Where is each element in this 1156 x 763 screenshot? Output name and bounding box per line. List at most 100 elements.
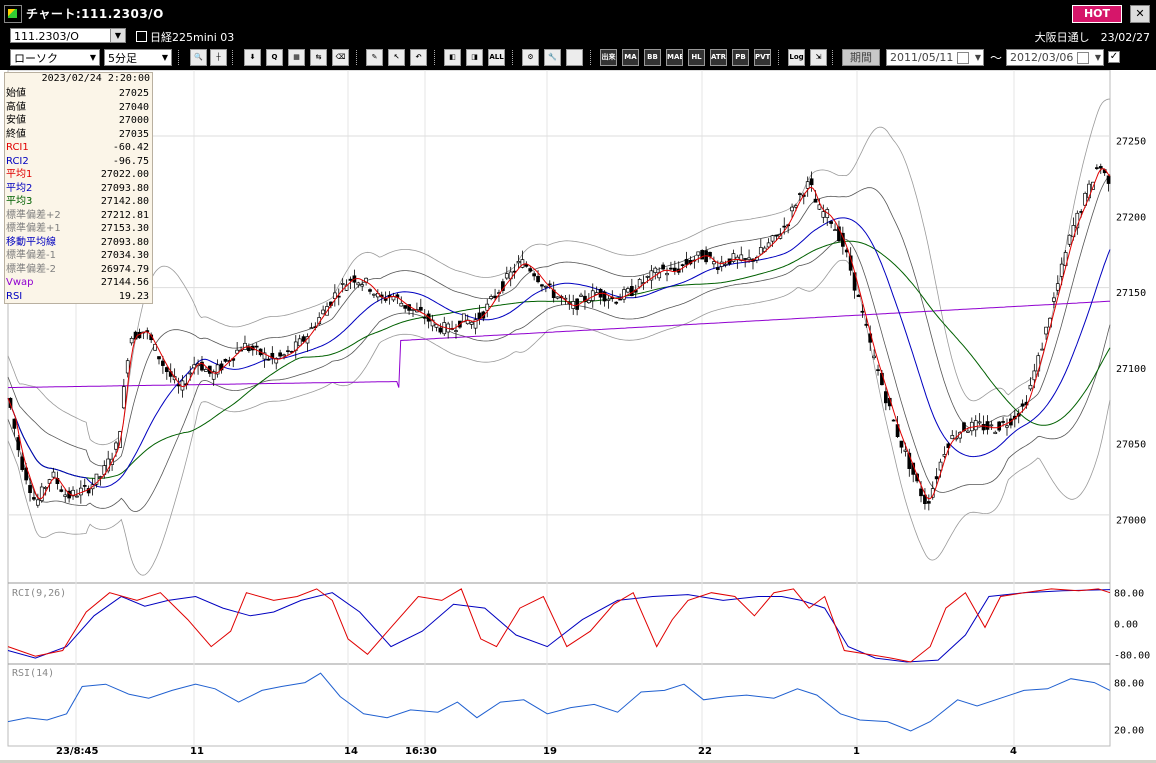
candle bbox=[223, 358, 228, 362]
rci-tick-label: 0.00 bbox=[1114, 620, 1138, 631]
grid-icon[interactable]: ┼ bbox=[210, 49, 227, 66]
chevron-down-icon[interactable]: ▼ bbox=[161, 53, 169, 62]
toolbar-separator bbox=[178, 50, 181, 65]
candle bbox=[211, 371, 216, 380]
export-icon[interactable]: ⇲ bbox=[810, 49, 827, 66]
chart-icon[interactable]: ▦ bbox=[288, 49, 305, 66]
ma1-line bbox=[7, 168, 1111, 500]
interval-select[interactable]: 5分足 ▼ bbox=[104, 49, 172, 66]
zoom-icon[interactable]: 🔍 bbox=[190, 49, 207, 66]
candle bbox=[82, 485, 87, 487]
candle bbox=[680, 264, 685, 266]
date-to-input[interactable]: 2012/03/06 ▼ bbox=[1006, 49, 1104, 66]
undo-icon[interactable]: ↶ bbox=[410, 49, 427, 66]
candle bbox=[555, 296, 560, 299]
indicator-hl[interactable]: HL bbox=[688, 49, 705, 66]
candle bbox=[422, 316, 427, 319]
candle bbox=[204, 369, 208, 372]
period-button[interactable]: 期間 bbox=[842, 49, 880, 66]
x-axis-label: 22 bbox=[698, 746, 712, 757]
info-label: 標準偏差-2 bbox=[6, 263, 56, 275]
candle bbox=[481, 311, 486, 319]
symbol-input[interactable]: 111.2303/O ▼ bbox=[10, 28, 126, 43]
candle bbox=[321, 309, 325, 315]
candle bbox=[618, 298, 622, 301]
info-value: 27022.00 bbox=[100, 169, 149, 180]
wrench-icon[interactable]: 🔧 bbox=[544, 49, 561, 66]
info-value: 27144.56 bbox=[100, 277, 149, 288]
info-row: 移動平均線 27093.80 bbox=[5, 236, 152, 249]
candle bbox=[188, 372, 193, 375]
hot-button[interactable]: HOT bbox=[1072, 5, 1122, 23]
settings-icon[interactable]: ⚙ bbox=[522, 49, 539, 66]
chevron-down-icon[interactable]: ▼ bbox=[89, 53, 97, 62]
calendar-icon[interactable] bbox=[957, 52, 969, 64]
close-button[interactable]: ✕ bbox=[1130, 5, 1150, 23]
pencil-icon[interactable]: ✎ bbox=[366, 49, 383, 66]
magnify-icon[interactable]: Q bbox=[266, 49, 283, 66]
chevron-down-icon[interactable]: ▼ bbox=[974, 53, 981, 62]
candle bbox=[891, 419, 896, 422]
candle bbox=[969, 421, 974, 432]
bollinger-band bbox=[7, 98, 1111, 446]
date-from-input[interactable]: 2011/05/11 ▼ bbox=[886, 49, 984, 66]
candle bbox=[739, 254, 744, 261]
indicator-volume[interactable]: 出来 bbox=[600, 49, 617, 66]
candle bbox=[712, 261, 716, 265]
candle-right-icon[interactable]: ◨ bbox=[466, 49, 483, 66]
chevron-down-icon[interactable]: ▼ bbox=[1094, 53, 1101, 62]
candle bbox=[489, 296, 494, 299]
toolbar-separator bbox=[512, 50, 515, 65]
candle bbox=[1106, 175, 1111, 184]
candle bbox=[340, 283, 345, 285]
candle bbox=[399, 302, 404, 307]
market-info: 大阪日通し 23/02/27 bbox=[1034, 31, 1150, 44]
cursor-icon[interactable]: ↖ bbox=[388, 49, 405, 66]
candle bbox=[86, 488, 91, 494]
candle bbox=[661, 264, 665, 270]
calendar-icon[interactable] bbox=[1077, 52, 1089, 64]
palette-icon[interactable] bbox=[566, 49, 583, 66]
candle bbox=[813, 198, 818, 203]
download-icon[interactable]: ⬇ bbox=[244, 49, 261, 66]
arrows-icon[interactable]: ⇆ bbox=[310, 49, 327, 66]
info-label: RCI2 bbox=[6, 155, 29, 167]
candle bbox=[282, 354, 286, 357]
info-row: RCI1 -60.42 bbox=[5, 141, 152, 154]
info-row: 安値 27000 bbox=[5, 114, 152, 127]
indicator-bb[interactable]: BB bbox=[644, 49, 661, 66]
candle bbox=[262, 352, 267, 360]
info-label: 終値 bbox=[6, 128, 26, 140]
indicator-atr[interactable]: ATR bbox=[710, 49, 727, 66]
candle-left-icon[interactable]: ◧ bbox=[444, 49, 461, 66]
chart-area[interactable]: 27000 27050 27100 27150 27200 27250 80.00 0.00 -… bbox=[0, 69, 1156, 760]
info-row: 標準偏差-1 27034.30 bbox=[5, 249, 152, 262]
chart-type-select[interactable]: ローソク ▼ bbox=[10, 49, 100, 66]
indicator-ma[interactable]: MA bbox=[622, 49, 639, 66]
candle bbox=[51, 471, 56, 478]
delete-icon[interactable]: ⌫ bbox=[332, 49, 349, 66]
candle bbox=[532, 273, 536, 277]
candle bbox=[524, 264, 529, 267]
info-value: 27040 bbox=[118, 101, 149, 113]
all-button[interactable]: ALL bbox=[488, 49, 505, 66]
info-value: 27153.30 bbox=[100, 223, 149, 234]
date-enable-checkbox[interactable]: ✓ bbox=[1108, 51, 1120, 63]
price-chart[interactable]: 27000 27050 27100 27150 27200 27250 80.00 0.00 -… bbox=[0, 69, 1156, 760]
candle bbox=[579, 294, 583, 297]
candle bbox=[715, 267, 720, 270]
bollinger-band bbox=[7, 173, 1111, 467]
candle bbox=[254, 345, 259, 348]
candle bbox=[485, 303, 490, 311]
info-value: 27093.80 bbox=[100, 182, 149, 194]
indicator-mae[interactable]: MAE bbox=[666, 49, 683, 66]
candle bbox=[798, 193, 802, 195]
candle bbox=[164, 367, 169, 373]
indicator-pb[interactable]: PB bbox=[732, 49, 749, 66]
indicator-pvt[interactable]: PVT bbox=[754, 49, 771, 66]
candle bbox=[520, 259, 525, 268]
log-button[interactable]: Log bbox=[788, 49, 805, 66]
candle bbox=[32, 497, 36, 500]
chevron-down-icon[interactable]: ▼ bbox=[110, 29, 125, 42]
candle bbox=[864, 323, 869, 326]
